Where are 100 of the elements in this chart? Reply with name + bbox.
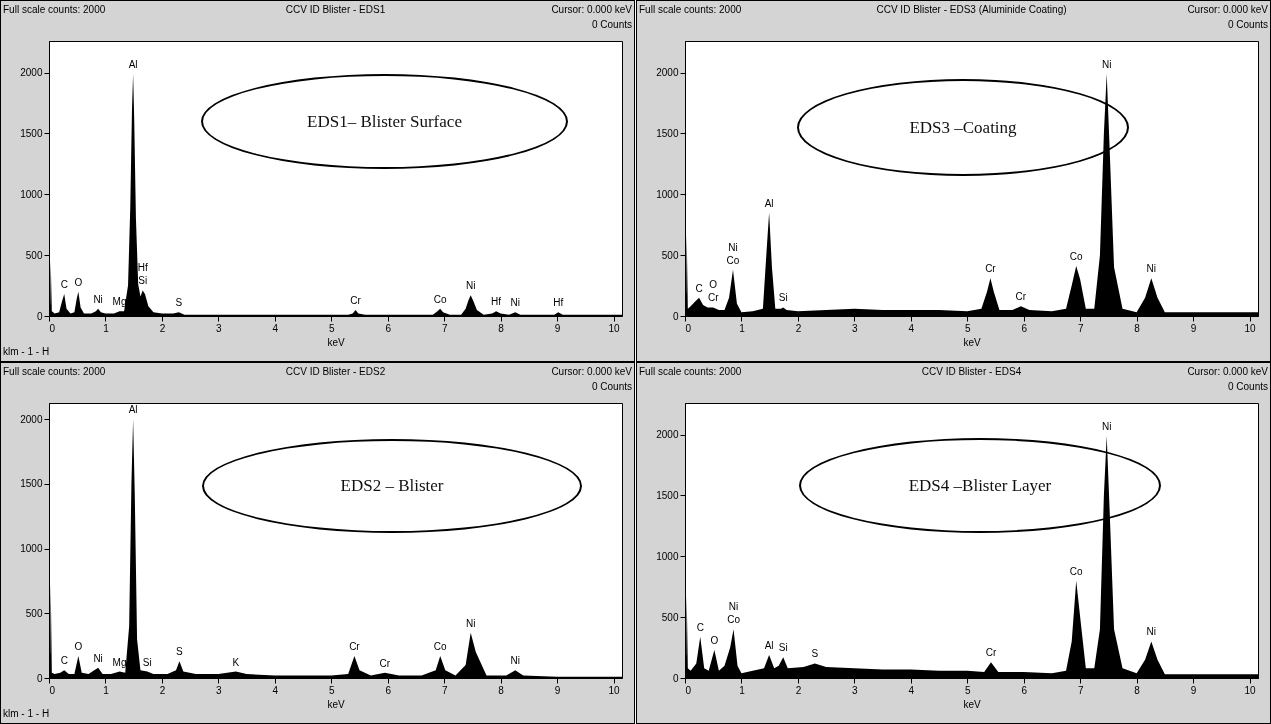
text: 0 Counts <box>1227 381 1268 392</box>
annotation: Co <box>1069 251 1084 263</box>
x-tick-label: 8 <box>498 684 505 696</box>
x-tick-label: 6 <box>1021 322 1028 334</box>
annotation: C <box>695 282 703 294</box>
annotation: O <box>74 276 83 288</box>
annotation: Ni <box>728 601 739 613</box>
annotation: Al <box>128 58 138 70</box>
x-tick-label: 9 <box>554 684 561 696</box>
text: 0 Counts <box>591 381 632 392</box>
annotation: C <box>696 621 704 633</box>
annotation: S <box>176 646 184 658</box>
text: Full scale counts: 2000 <box>639 4 742 15</box>
x-tick-label: 3 <box>216 322 223 334</box>
annotation: EDS4 –Blister Layer <box>908 475 1052 496</box>
x-tick-label: 9 <box>554 322 561 334</box>
x-tick-label: 6 <box>385 684 392 696</box>
annotation: Hf <box>553 297 564 309</box>
text: Cursor: 0.000 keV <box>1187 4 1269 15</box>
annotation: Cr <box>349 641 361 652</box>
annotation: Co <box>726 254 740 266</box>
x-tick-label: 4 <box>272 684 279 696</box>
x-tick-label: 2 <box>159 684 166 696</box>
chart-title: CCV ID Blister - EDS3 (Aluminide Coating) <box>876 4 1067 15</box>
annotation: Ni <box>728 241 738 253</box>
annotation: Cr <box>1015 291 1027 303</box>
x-tick-label: 5 <box>964 684 971 696</box>
x-tick-label: 5 <box>964 322 971 334</box>
annotation: Mg <box>112 656 127 668</box>
x-tick-label: 10 <box>608 684 621 696</box>
text: Full scale counts: 2000 <box>3 4 106 15</box>
annotation: O <box>709 279 718 291</box>
y-tick-label: 0 <box>672 672 679 684</box>
x-tick-label: 1 <box>739 684 746 696</box>
x-axis-title: keV <box>963 698 981 710</box>
annotation: C <box>60 655 68 667</box>
y-tick-label: 1500 <box>656 489 679 501</box>
annotation: Hf <box>491 296 502 308</box>
x-tick-label: 10 <box>1244 322 1257 334</box>
annotation: O <box>74 641 83 652</box>
annotation: EDS2 – Blister <box>340 476 444 496</box>
y-tick-label: 500 <box>661 249 679 261</box>
annotation: Ni <box>1146 263 1157 275</box>
annotation: Co <box>727 614 741 626</box>
annotation: Al <box>128 404 138 416</box>
annotation: Ni <box>93 652 103 664</box>
x-tick-label: 9 <box>1190 322 1197 334</box>
annotation: Cr <box>379 657 391 669</box>
y-tick-label: 500 <box>25 249 43 261</box>
x-tick-label: 0 <box>685 684 692 696</box>
annotation: Ni <box>465 617 476 629</box>
x-tick-label: 10 <box>1244 684 1257 696</box>
y-tick-label: 0 <box>672 310 679 322</box>
y-tick-label: 2000 <box>656 429 679 441</box>
annotation: Ni <box>1101 420 1112 432</box>
chart-title: CCV ID Blister - EDS4 <box>921 366 1022 377</box>
x-tick-label: 1 <box>103 322 110 334</box>
annotation: Ni <box>93 293 103 305</box>
annotation: Si <box>138 275 148 287</box>
y-tick-label: 2000 <box>20 67 43 79</box>
annotation: K <box>232 656 240 668</box>
annotation: Si <box>142 656 152 668</box>
x-tick-label: 8 <box>498 322 505 334</box>
x-tick-label: 4 <box>272 322 279 334</box>
x-tick-label: 6 <box>385 322 392 334</box>
x-tick-label: 2 <box>159 322 166 334</box>
y-tick-label: 500 <box>661 611 679 623</box>
x-axis-title: keV <box>327 336 345 348</box>
y-tick-label: 1000 <box>20 188 43 200</box>
annotation: Al <box>764 639 774 651</box>
annotation: Al <box>764 197 774 209</box>
x-tick-label: 7 <box>441 684 448 696</box>
x-tick-label: 3 <box>216 684 223 696</box>
text: Full scale counts: 2000 <box>639 366 742 377</box>
x-tick-label: 1 <box>739 322 746 334</box>
x-tick-label: 5 <box>328 684 335 696</box>
ellipse-frame: EDS1– Blister Surface <box>201 74 568 169</box>
annotation: S <box>175 297 183 309</box>
ellipse-frame: EDS4 –Blister Layer <box>799 438 1161 533</box>
annotation: Cr <box>985 647 997 659</box>
annotation: Ni <box>510 297 521 309</box>
text: klm - 1 - H <box>3 346 50 357</box>
y-tick-label: 500 <box>25 607 43 619</box>
text: Full scale counts: 2000 <box>3 366 106 377</box>
text: 0 Counts <box>591 19 632 30</box>
annotation: Ni <box>1146 626 1157 638</box>
annotation: EDS1– Blister Surface <box>307 111 462 132</box>
x-tick-label: 0 <box>49 322 56 334</box>
text: klm - 1 - H <box>3 708 50 719</box>
x-tick-label: 6 <box>1021 684 1028 696</box>
chart-title: CCV ID Blister - EDS2 <box>285 366 386 377</box>
annotation: Mg <box>112 296 127 308</box>
y-tick-label: 1000 <box>20 543 43 555</box>
x-tick-label: 2 <box>795 684 802 696</box>
y-tick-label: 1500 <box>20 127 43 139</box>
annotation: Si <box>778 292 788 304</box>
annotation: C <box>60 279 68 291</box>
annotation: Si <box>778 642 788 654</box>
x-axis-title: keV <box>963 336 981 348</box>
y-tick-label: 1000 <box>656 188 679 200</box>
